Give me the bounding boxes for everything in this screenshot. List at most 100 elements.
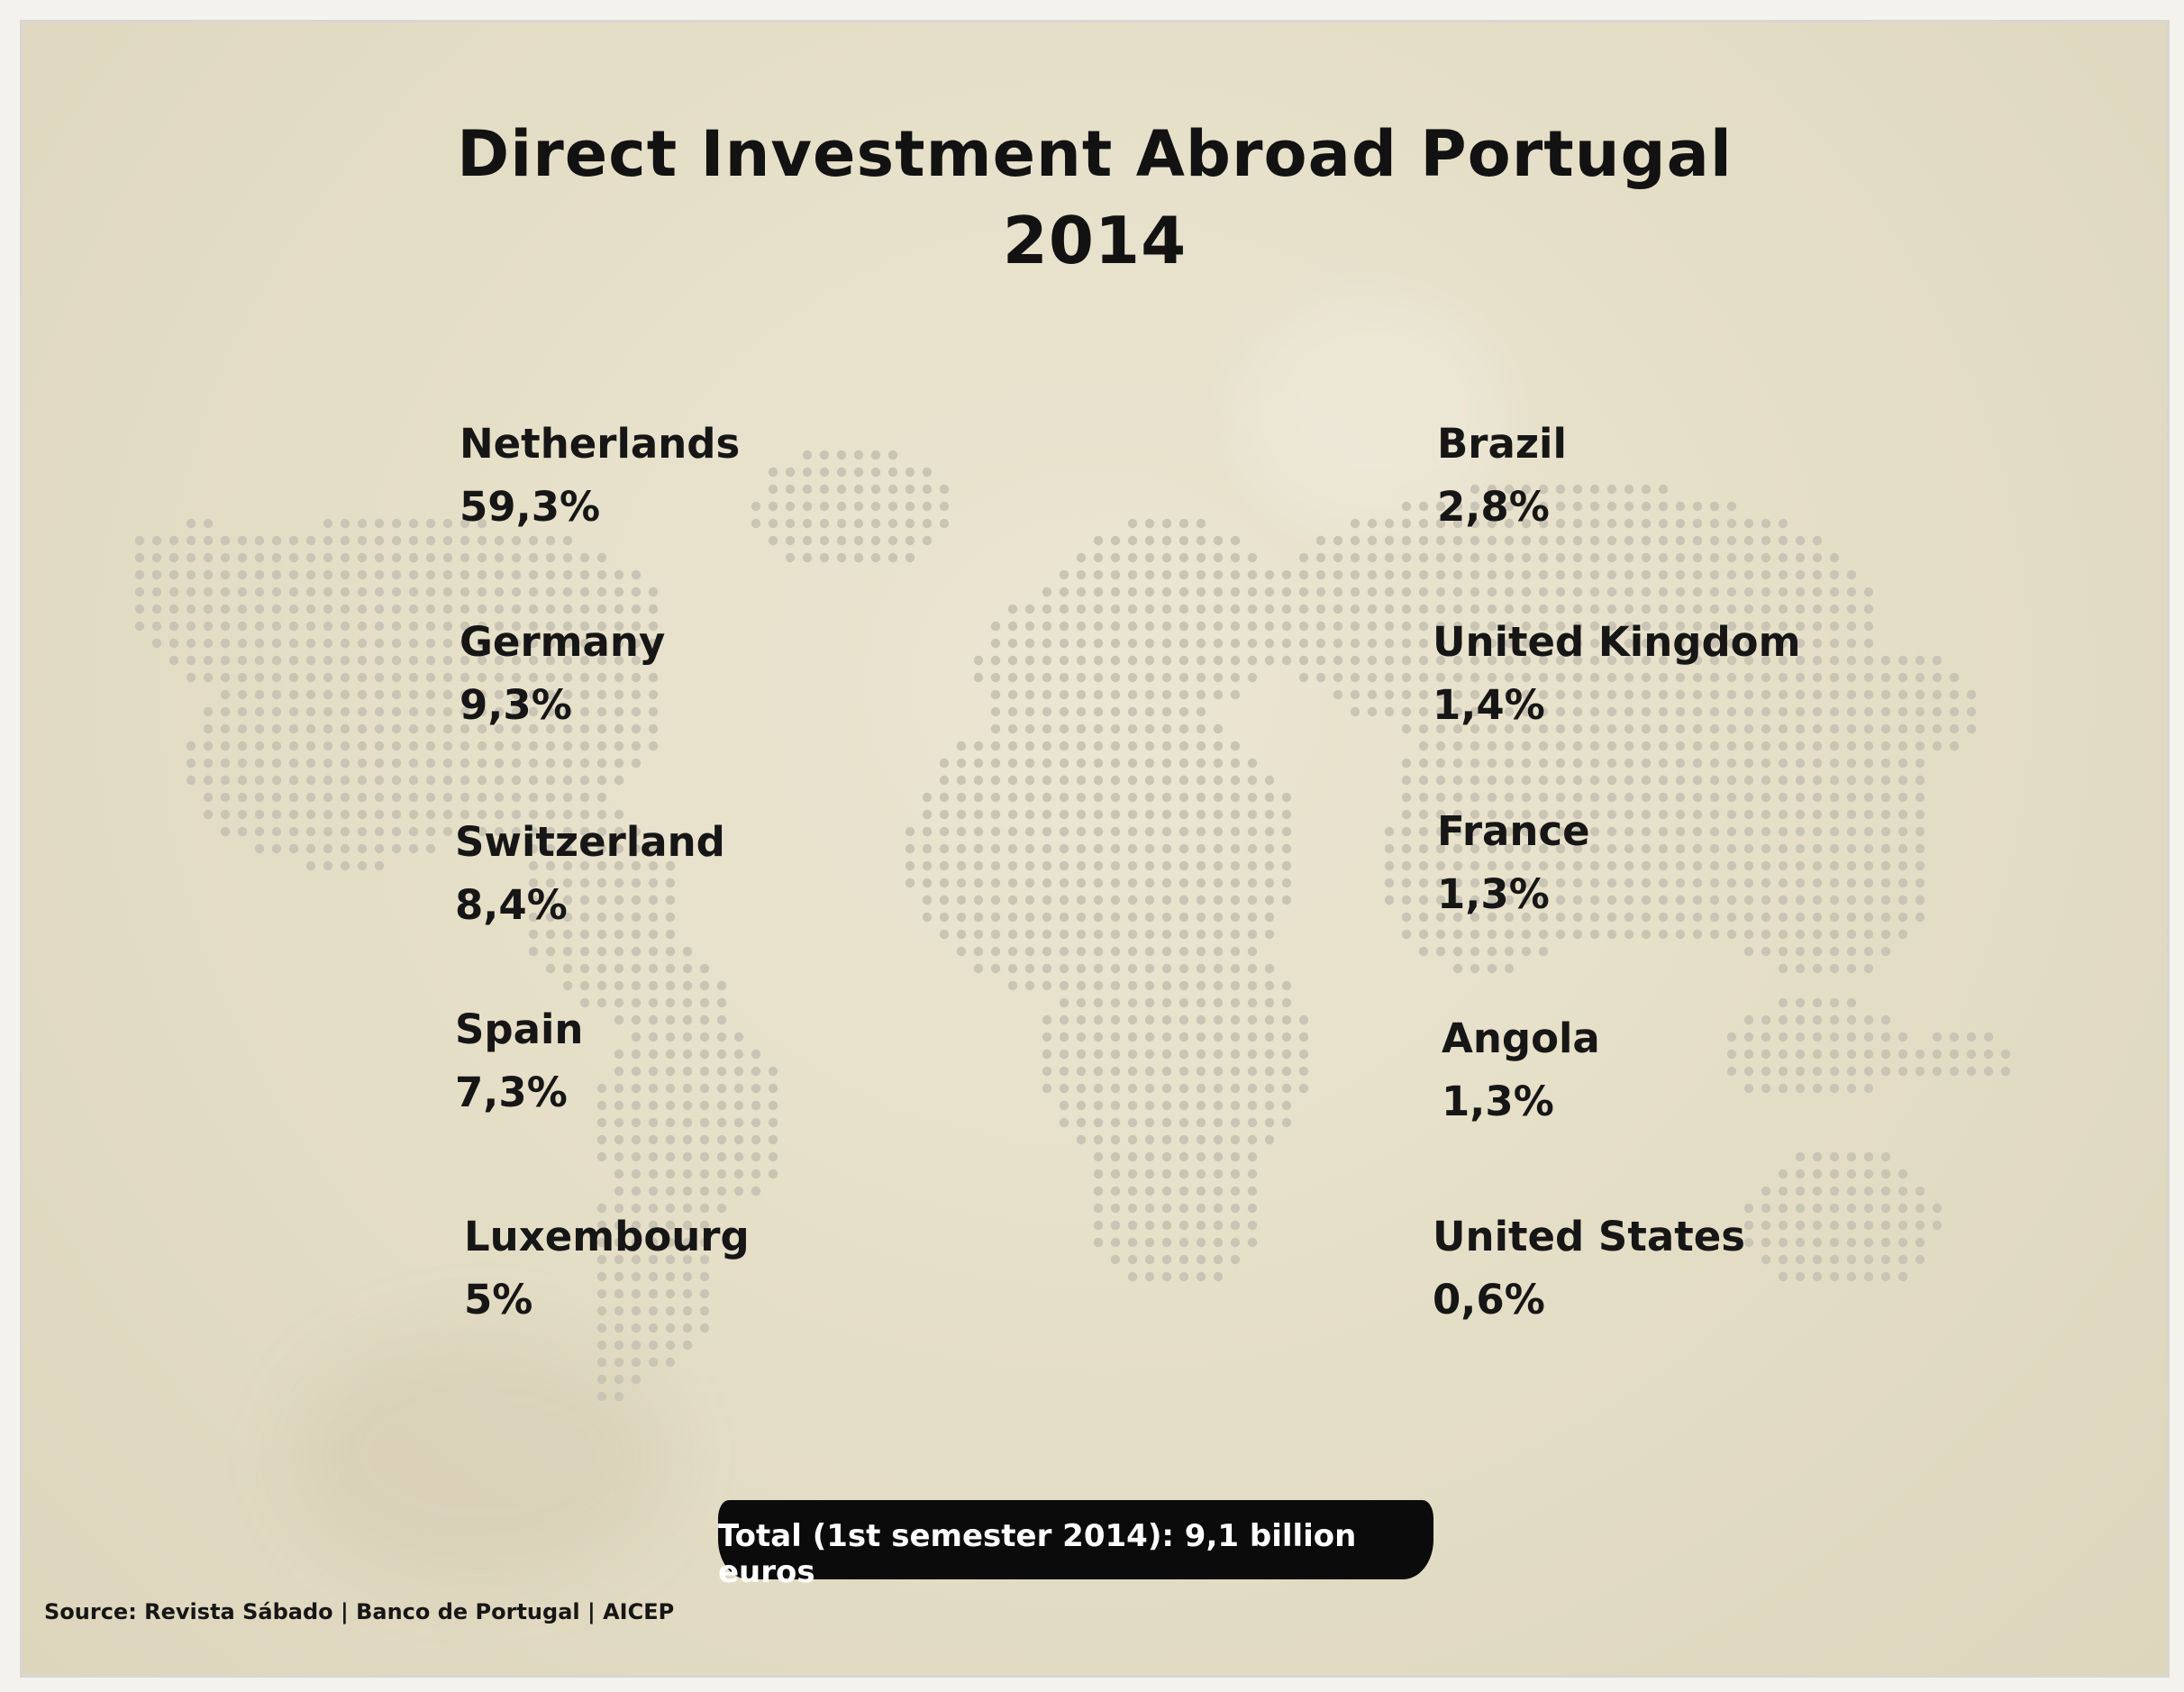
map-dot: [1829, 997, 1840, 1008]
map-dot: [1127, 518, 1138, 529]
map-dot: [648, 1134, 659, 1145]
map-dot: [614, 997, 624, 1008]
map-dot: [1761, 706, 1771, 717]
map-dot: [1196, 1049, 1206, 1060]
map-dot: [1384, 638, 1395, 649]
map-dot: [596, 1220, 607, 1231]
map-dot: [1127, 1117, 1138, 1128]
map-dot: [1127, 723, 1138, 734]
map-dot: [528, 946, 539, 957]
map-dot: [1418, 860, 1429, 871]
map-dot: [1897, 929, 1908, 940]
map-dot: [1675, 706, 1686, 717]
map-dot: [973, 826, 984, 837]
map-dot: [1247, 1117, 1258, 1128]
map-dot: [631, 1340, 642, 1351]
map-dot: [716, 980, 727, 991]
map-dot: [1675, 672, 1686, 683]
map-dot: [1007, 655, 1018, 666]
map-dot: [477, 723, 487, 734]
map-dot: [1761, 809, 1771, 820]
country-share: 9,3%: [460, 681, 572, 729]
map-dot: [1213, 1151, 1224, 1162]
map-dot: [1452, 809, 1463, 820]
map-dot: [1076, 1083, 1087, 1094]
map-dot: [956, 946, 967, 957]
map-dot: [134, 535, 145, 546]
map-dot: [922, 860, 933, 871]
map-dot: [836, 552, 847, 563]
map-dot: [1247, 569, 1258, 580]
map-dot: [1093, 1117, 1104, 1128]
map-dot: [1709, 792, 1720, 803]
map-dot: [1504, 535, 1515, 546]
map-dot: [1178, 895, 1189, 905]
map-dot: [1144, 604, 1155, 614]
map-dot: [768, 1083, 778, 1094]
map-dot: [1264, 775, 1275, 786]
map-dot: [460, 535, 470, 546]
map-dot: [1110, 895, 1121, 905]
map-dot: [1350, 552, 1360, 563]
map-dot: [1589, 843, 1600, 854]
map-dot: [425, 552, 436, 563]
map-dot: [1144, 1117, 1155, 1128]
map-dot: [1812, 741, 1823, 751]
map-dot: [1555, 587, 1566, 597]
map-dot: [596, 912, 607, 923]
map-dot: [1521, 792, 1532, 803]
map-dot: [1264, 963, 1275, 974]
map-dot: [408, 604, 419, 614]
map-dot: [1247, 1237, 1258, 1248]
map-dot: [665, 1151, 676, 1162]
map-dot: [1589, 587, 1600, 597]
map-dot: [1367, 569, 1378, 580]
map-dot: [1418, 929, 1429, 940]
map-dot: [1264, 826, 1275, 837]
map-dot: [1675, 895, 1686, 905]
map-dot: [1213, 929, 1224, 940]
map-dot: [1007, 809, 1018, 820]
map-dot: [1624, 535, 1634, 546]
map-dot: [870, 552, 881, 563]
map-dot: [528, 552, 539, 563]
map-dot: [1880, 895, 1891, 905]
map-dot: [1726, 552, 1737, 563]
map-dot: [682, 1203, 693, 1214]
map-dot: [1076, 672, 1087, 683]
map-dot: [1247, 878, 1258, 888]
map-dot: [1196, 535, 1206, 546]
map-dot: [1624, 655, 1634, 666]
map-dot: [1778, 1186, 1788, 1196]
map-dot: [1692, 552, 1703, 563]
map-dot: [1641, 929, 1652, 940]
map-dot: [1161, 604, 1172, 614]
map-dot: [1624, 758, 1634, 769]
map-dot: [1093, 1203, 1104, 1214]
map-dot: [1812, 672, 1823, 683]
map-dot: [1846, 826, 1857, 837]
map-dot: [648, 1032, 659, 1042]
map-dot: [1127, 1169, 1138, 1179]
map-dot: [1264, 587, 1275, 597]
map-dot: [374, 535, 385, 546]
map-dot: [648, 1340, 659, 1351]
map-dot: [1042, 980, 1052, 991]
map-dot: [357, 723, 368, 734]
map-dot: [1452, 775, 1463, 786]
map-dot: [203, 672, 214, 683]
map-dot: [1675, 809, 1686, 820]
map-dot: [374, 706, 385, 717]
map-dot: [1178, 1169, 1189, 1179]
map-dot: [1606, 929, 1617, 940]
map-dot: [1007, 638, 1018, 649]
map-dot: [596, 1340, 607, 1351]
map-dot: [186, 604, 196, 614]
map-dot: [733, 1066, 744, 1077]
map-dot: [768, 484, 778, 495]
map-dot: [203, 723, 214, 734]
map-dot: [579, 980, 590, 991]
map-dot: [477, 689, 487, 700]
map-dot: [631, 946, 642, 957]
map-dot: [1932, 655, 1943, 666]
